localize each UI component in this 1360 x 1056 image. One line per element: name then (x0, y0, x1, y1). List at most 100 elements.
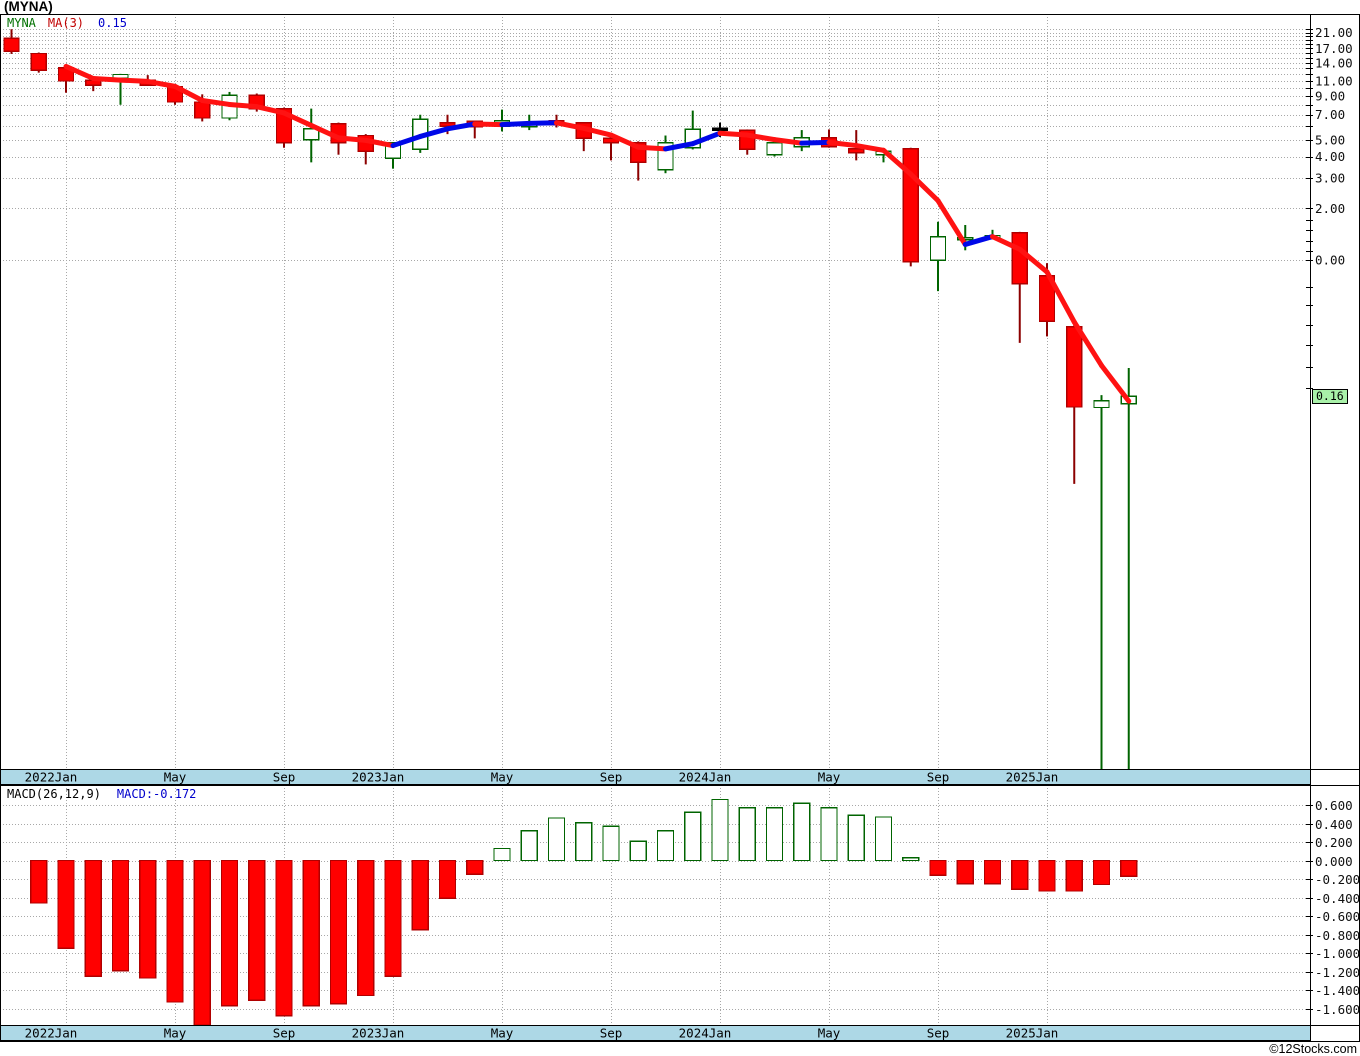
macd-legend: MACD(26,12,9) MACD:-0.172 (7, 787, 196, 801)
macd-bar-positive (493, 847, 511, 862)
ma-segment (526, 120, 559, 126)
ma-segment (962, 234, 995, 247)
month-label: Sep (927, 1026, 950, 1041)
month-label: 2024Jan (679, 770, 732, 785)
macd-bar-negative (302, 859, 320, 1007)
ma-segment (417, 126, 450, 139)
month-label: Sep (273, 770, 296, 785)
candle-body (1011, 232, 1028, 285)
macd-bar-positive (820, 807, 838, 862)
macd-bar-negative (1065, 859, 1083, 892)
month-label: Sep (600, 770, 623, 785)
macd-tick-label: -0.200 (1315, 872, 1360, 887)
price-tick-label: 14.00 (1315, 55, 1353, 70)
last-price-tag: 0.16 (1312, 389, 1348, 404)
month-label: May (818, 1026, 841, 1041)
copyright-credit: ©12Stocks.com (1269, 1042, 1357, 1056)
month-label: Sep (600, 1026, 623, 1041)
ma-segment (608, 132, 641, 150)
candle-body (929, 235, 947, 261)
macd-bar-negative (357, 859, 375, 997)
macd-bar-negative (466, 859, 484, 876)
ma-segment (1044, 269, 1077, 325)
macd-value-label: MACD:-0.172 (116, 787, 197, 801)
macd-tick-label: 0.000 (1315, 854, 1353, 869)
macd-tick-label: -0.600 (1315, 909, 1360, 924)
macd-bar-negative (248, 859, 266, 1001)
ma-segment (881, 147, 914, 177)
legend-ma-value: 0.15 (98, 16, 127, 30)
macd-bar-negative (384, 859, 402, 977)
macd-tick-label: 0.600 (1315, 798, 1353, 813)
month-label: Sep (273, 1026, 296, 1041)
macd-bar-negative (220, 859, 239, 1007)
macd-bar-positive (765, 807, 784, 862)
candle-body (957, 236, 974, 241)
month-label: Sep (927, 770, 950, 785)
macd-bar-positive (656, 830, 675, 862)
month-label: 2025Jan (1006, 1026, 1059, 1041)
candle-body (30, 52, 47, 71)
month-label: May (491, 770, 514, 785)
month-label: 2025Jan (1006, 770, 1059, 785)
ma-segment (254, 104, 287, 116)
ma-segment (472, 121, 505, 128)
candle-body (711, 127, 729, 131)
ma-segment (390, 133, 423, 149)
ma-segment (445, 121, 478, 132)
ma-segment (853, 143, 886, 153)
page-title: (MYNA) (4, 0, 53, 14)
macd-tick-label: -1.400 (1315, 983, 1360, 998)
ma-segment (554, 120, 587, 131)
candle-body (303, 128, 320, 141)
price-tick-label: 7.00 (1315, 107, 1345, 122)
ma-segment (227, 101, 260, 110)
legend-ma-label: MA(3) (47, 16, 85, 30)
ma-segment (717, 130, 750, 138)
macd-bar-negative (275, 859, 293, 1017)
ma-segment (1071, 319, 1104, 368)
ma-segment (1099, 362, 1132, 404)
price-tick-label: 0.00 (1315, 253, 1345, 268)
ma-segment (635, 144, 668, 152)
macd-bar-positive (793, 802, 811, 862)
macd-tick-label: -1.600 (1315, 1002, 1360, 1017)
ma-segment (172, 83, 205, 104)
macd-tick-label: 0.200 (1315, 835, 1353, 850)
macd-tick-label: 0.400 (1315, 817, 1353, 832)
ma-segment (145, 78, 178, 89)
macd-bar-negative (329, 859, 348, 1005)
ma-segment (1017, 246, 1050, 275)
ma-segment (90, 76, 123, 83)
macd-bar-positive (629, 840, 647, 862)
ma-segment (308, 122, 341, 141)
ma-segment (990, 234, 1023, 252)
macd-bar-negative (956, 859, 974, 885)
macd-params-label: MACD(26,12,9) (7, 787, 101, 801)
macd-tick-label: -1.200 (1315, 965, 1360, 980)
macd-bar-negative (193, 859, 211, 1025)
candle-body (902, 147, 919, 263)
ma-segment (281, 110, 314, 128)
macd-bar-positive (547, 817, 566, 862)
macd-bar-positive (711, 798, 729, 862)
month-label: 2023Jan (352, 770, 405, 785)
ma-segment (908, 171, 941, 204)
candle-body (194, 101, 211, 119)
month-label: May (491, 1026, 514, 1041)
ma-segment (336, 135, 369, 143)
macd-bar-negative (929, 859, 947, 877)
macd-gridlines (0, 785, 1310, 1025)
macd-bar-negative (983, 859, 1002, 885)
price-tick-label: 4.00 (1315, 149, 1345, 164)
macd-bar-positive (738, 807, 756, 862)
ma-segment (199, 98, 232, 107)
price-tick-label: 11.00 (1315, 73, 1353, 88)
ma-segment (63, 63, 96, 82)
candle-body (848, 147, 865, 154)
month-label: 2023Jan (352, 1026, 405, 1041)
macd-bar-negative (1120, 859, 1138, 878)
